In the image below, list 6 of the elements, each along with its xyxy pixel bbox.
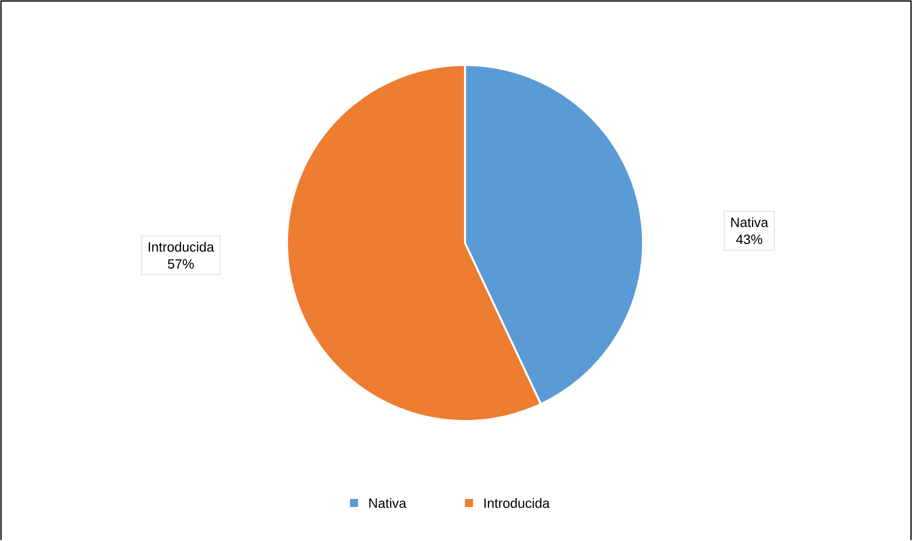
data-label: 57%	[168, 259, 194, 269]
slice-label: Introducida	[148, 242, 214, 252]
slice-label: Nativa	[731, 217, 768, 228]
legend-label: Nativa	[369, 498, 406, 508]
legend-label: Introducida	[484, 498, 550, 508]
data-label: 43%	[736, 234, 762, 244]
